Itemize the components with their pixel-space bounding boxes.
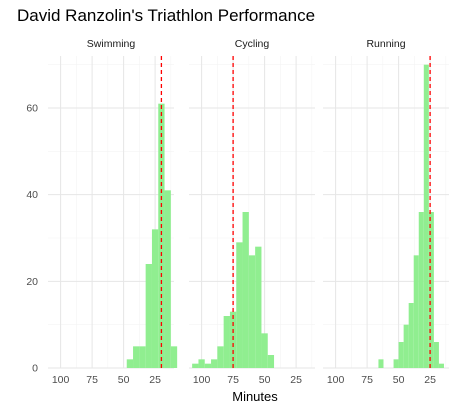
histogram-bar <box>192 364 198 368</box>
histogram-bar <box>404 325 409 368</box>
y-tick-label: 20 <box>26 276 38 288</box>
histogram-bar <box>268 355 274 368</box>
y-tick-label: 40 <box>26 189 38 201</box>
histogram-bar <box>419 212 424 368</box>
panel-swimming: Swimming 100 75 50 25 <box>48 38 177 386</box>
x-axis-label: Minutes <box>232 389 278 404</box>
x-tick-label: 50 <box>393 374 405 386</box>
histogram-bar <box>249 255 255 368</box>
histogram-bar <box>409 303 414 368</box>
panel-running: Running 100 75 50 25 <box>323 38 449 386</box>
x-tick-label: 25 <box>149 374 161 386</box>
x-tick-label: 50 <box>118 374 130 386</box>
histogram-bar <box>378 359 383 368</box>
histogram-bar <box>127 359 133 368</box>
histogram-bar <box>211 359 217 368</box>
y-tick-label: 0 <box>32 363 38 375</box>
panel-cycling: Cycling 100 75 50 25 <box>189 38 315 386</box>
facet-label: Cycling <box>235 38 270 50</box>
histogram-bar <box>399 342 404 368</box>
histogram-bar <box>146 264 152 368</box>
y-axis: 0 20 40 60 <box>26 103 38 375</box>
histogram-bar <box>261 333 267 368</box>
x-tick-label: 100 <box>52 374 70 386</box>
histogram-bar <box>224 316 230 368</box>
chart-title: David Ranzolin's Triathlon Performance <box>17 6 315 25</box>
histogram-bar <box>414 255 419 368</box>
x-tick-label: 75 <box>86 374 98 386</box>
x-tick-label: 75 <box>227 374 239 386</box>
histogram-bar <box>394 359 399 368</box>
histogram-bar <box>152 229 158 368</box>
x-tick-label: 100 <box>193 374 211 386</box>
x-tick-label: 100 <box>327 374 345 386</box>
x-tick-label: 75 <box>361 374 373 386</box>
x-tick-label: 25 <box>424 374 436 386</box>
histogram-bar <box>171 346 177 368</box>
x-tick-label: 25 <box>290 374 302 386</box>
facet-label: Swimming <box>87 38 136 50</box>
histogram-bar <box>243 212 249 368</box>
histogram-bar <box>439 364 444 368</box>
histogram-bar <box>139 346 145 368</box>
histogram-bar <box>255 247 261 368</box>
facet-label: Running <box>366 38 405 50</box>
histogram-bar <box>205 364 211 368</box>
y-tick-label: 60 <box>26 103 38 115</box>
x-tick-label: 50 <box>259 374 271 386</box>
histogram-bar <box>133 346 139 368</box>
histogram-bar <box>217 346 223 368</box>
histogram-bar <box>424 65 429 368</box>
histogram-bar <box>165 190 171 368</box>
histogram-bar <box>434 342 439 368</box>
histogram-bar <box>198 359 204 368</box>
histogram-bar <box>236 242 242 368</box>
